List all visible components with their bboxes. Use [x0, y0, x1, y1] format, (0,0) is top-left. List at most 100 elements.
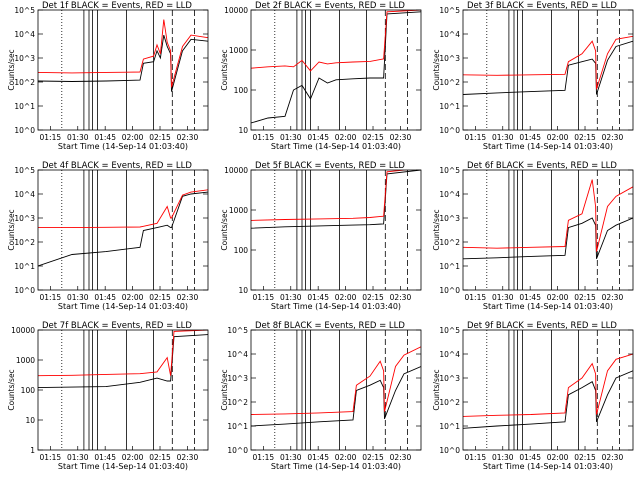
x-tick-label: 02:15 — [574, 293, 596, 302]
x-tick-label: 02:00 — [335, 453, 357, 462]
y-tick-label: 10^3 — [227, 374, 248, 383]
y-tick-label: 100 — [234, 246, 249, 255]
series-lld — [251, 346, 421, 415]
x-tick-label: 02:00 — [122, 293, 144, 302]
panel-det-3: Det 3f BLACK = Events, RED = LLD 10^0 10^1… — [432, 1, 634, 151]
x-tick-label: 01:45 — [519, 293, 541, 302]
plot-area — [38, 170, 208, 290]
x-tick-label: 02:15 — [362, 453, 384, 462]
plot-area — [38, 330, 208, 450]
y-tick-label: 10 — [25, 416, 35, 425]
y-tick-label: 10^0 — [439, 126, 460, 135]
y-tick-label: 10^4 — [439, 350, 460, 359]
plot-area — [251, 330, 421, 450]
x-tick-label: 02:15 — [149, 293, 171, 302]
y-tick-label: 10^4 — [227, 350, 248, 359]
x-tick-label: 01:15 — [40, 133, 62, 142]
series-lld — [251, 170, 409, 221]
x-tick-label: 01:30 — [280, 133, 302, 142]
y-tick-label: 10^0 — [14, 286, 35, 295]
x-tick-label: 01:15 — [465, 453, 487, 462]
x-tick-label: 02:15 — [574, 133, 596, 142]
y-tick-label: 10000 — [224, 166, 248, 175]
x-tick-label: 01:15 — [253, 293, 275, 302]
y-tick-label: 10^1 — [227, 422, 248, 431]
x-tick-label: 01:45 — [307, 293, 329, 302]
x-tick-label: 01:30 — [67, 293, 89, 302]
x-tick-label: 01:45 — [94, 293, 116, 302]
y-tick-label: 10^3 — [14, 54, 35, 63]
y-tick-label: 10^1 — [439, 102, 460, 111]
x-tick-label: 02:15 — [362, 293, 384, 302]
y-tick-label: 10^5 — [439, 6, 460, 15]
y-tick-label: 10^5 — [14, 6, 35, 15]
series-lld — [463, 179, 633, 252]
x-tick-label: 02:15 — [149, 453, 171, 462]
y-tick-label: 10 — [238, 126, 248, 135]
y-axis-label: Counts/sec — [7, 369, 16, 410]
y-tick-label: 10^5 — [439, 326, 460, 335]
series-lld — [38, 19, 208, 88]
plot-area — [251, 10, 421, 130]
y-tick-label: 10^5 — [227, 326, 248, 335]
x-axis-label: Start Time (14-Sep-14 01:03:40) — [58, 462, 188, 471]
y-tick-label: 10^1 — [439, 422, 460, 431]
y-tick-label: 1000 — [229, 206, 248, 215]
panel-title: Det 8f BLACK = Events, RED = LLD — [255, 321, 405, 331]
x-tick-label: 01:15 — [253, 453, 275, 462]
plot-frame — [250, 9, 422, 131]
plot-frame — [462, 9, 634, 131]
x-tick-label: 02:00 — [547, 293, 569, 302]
x-axis-label: Start Time (14-Sep-14 01:03:40) — [58, 142, 188, 151]
x-tick-label: 01:30 — [492, 453, 514, 462]
y-tick-label: 10^4 — [14, 190, 35, 199]
panel-det-5: Det 5f BLACK = Events, RED = LLD 10 100 100… — [220, 161, 422, 311]
x-tick-label: 02:30 — [177, 293, 199, 302]
panel-title: Det 6f BLACK = Events, RED = LLD — [467, 161, 617, 171]
x-tick-label: 01:30 — [280, 293, 302, 302]
plot-frame — [462, 169, 634, 291]
x-tick-label: 02:15 — [574, 453, 596, 462]
y-tick-label: 10^1 — [14, 262, 35, 271]
x-tick-label: 01:45 — [94, 453, 116, 462]
x-tick-label: 01:30 — [492, 293, 514, 302]
panel-title: Det 7f BLACK = Events, RED = LLD — [42, 321, 192, 331]
y-tick-label: 10^2 — [439, 78, 460, 87]
y-tick-label: 10^1 — [14, 102, 35, 111]
x-axis-label: Start Time (14-Sep-14 01:03:40) — [483, 462, 613, 471]
plot-area — [463, 330, 633, 450]
x-tick-label: 02:00 — [547, 453, 569, 462]
x-tick-label: 02:00 — [335, 133, 357, 142]
y-tick-label: 10^4 — [439, 190, 460, 199]
x-tick-label: 02:00 — [122, 133, 144, 142]
x-tick-label: 02:30 — [602, 133, 624, 142]
plot-area — [463, 10, 633, 130]
series-events — [251, 366, 421, 427]
x-tick-label: 02:00 — [122, 453, 144, 462]
panel-det-2: Det 2f BLACK = Events, RED = LLD 10 100 100… — [220, 1, 422, 151]
series-lld — [463, 35, 633, 90]
y-axis-label: Counts/sec — [432, 369, 441, 410]
y-tick-label: 10^2 — [439, 238, 460, 247]
series-events — [38, 334, 208, 389]
plot-frame — [37, 329, 209, 451]
x-axis-label: Start Time (14-Sep-14 01:03:40) — [271, 462, 401, 471]
series-lld — [38, 330, 208, 377]
plot-frame — [462, 329, 634, 451]
series-lld — [463, 353, 633, 417]
y-tick-label: 10^2 — [227, 398, 248, 407]
y-tick-label: 10^3 — [439, 214, 460, 223]
panel-title: Det 1f BLACK = Events, RED = LLD — [42, 1, 192, 11]
y-tick-label: 10^5 — [439, 166, 460, 175]
x-tick-label: 01:15 — [465, 293, 487, 302]
series-lld — [251, 10, 421, 72]
plot-frame — [250, 169, 422, 291]
y-tick-label: 10^3 — [14, 214, 35, 223]
x-axis-label: Start Time (14-Sep-14 01:03:40) — [271, 142, 401, 151]
panel-det-7: Det 7f BLACK = Events, RED = LLD 1 10 100 10… — [7, 321, 209, 471]
panel-det-8: Det 8f BLACK = Events, RED = LLD 10^0 10^1… — [220, 321, 422, 471]
y-tick-label: 10^5 — [14, 166, 35, 175]
x-tick-label: 02:30 — [390, 453, 412, 462]
y-tick-label: 100 — [21, 386, 36, 395]
